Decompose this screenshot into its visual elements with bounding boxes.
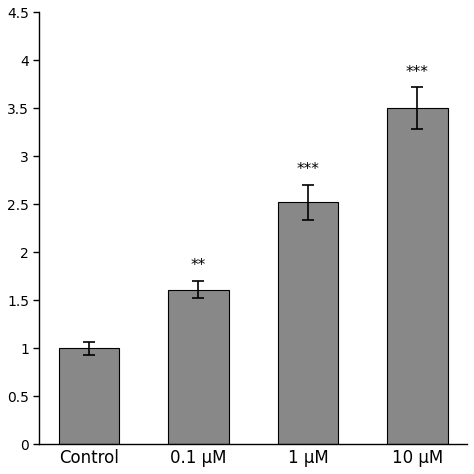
Text: **: ** [191, 258, 206, 273]
Bar [168, 290, 228, 444]
Bar [278, 202, 338, 444]
Bar [387, 109, 447, 444]
Text: ***: *** [406, 64, 429, 80]
Bar [59, 348, 119, 444]
Text: ***: *** [297, 163, 319, 177]
